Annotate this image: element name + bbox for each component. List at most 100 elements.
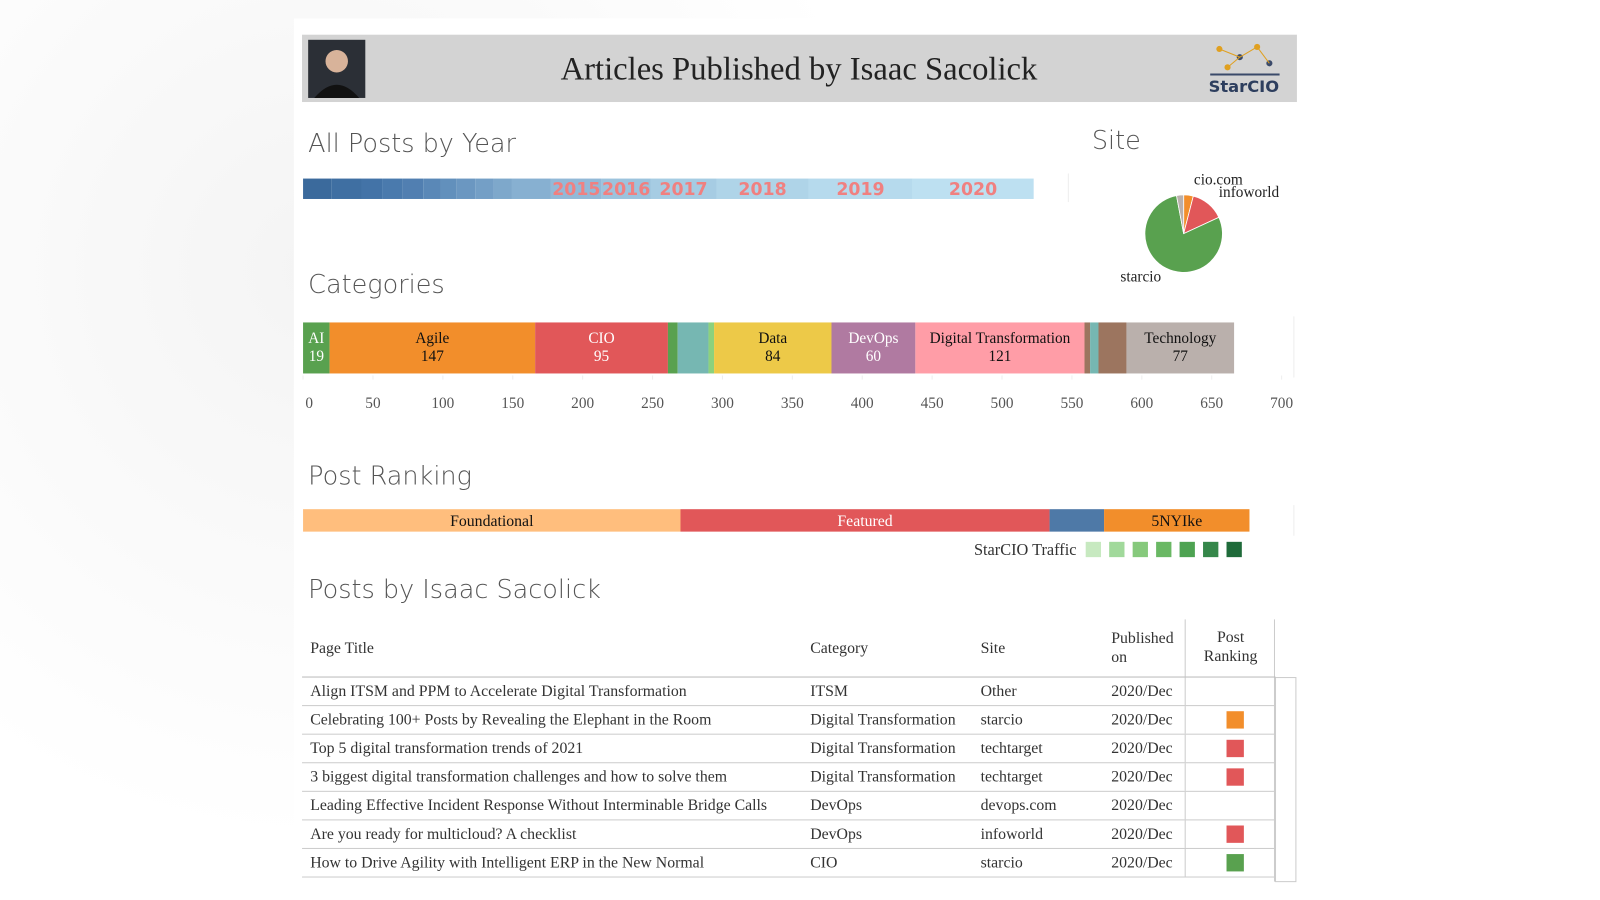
ranking-cell [1184,763,1276,791]
segment-value: 19 [309,348,325,365]
x-tick-label: 400 [851,395,874,412]
photo-face [325,49,348,73]
bar-segment [423,178,441,199]
segment-label: 2020 [949,180,997,200]
ranking-cell [1184,791,1276,820]
pie-label: infoworld [1219,184,1280,201]
x-tick-label: 500 [991,395,1014,412]
bar-segment [402,178,424,199]
x-tick-label: 250 [641,395,664,412]
header-bar [302,34,1297,103]
segment-label: CIO [588,330,614,347]
legend-title: StarCIO Traffic [974,540,1077,559]
pie-label: starcio [1120,269,1161,286]
cell: techtarget [980,767,1043,786]
cell: Top 5 digital transformation trends of 2… [310,739,584,757]
header-title: Articles Published by Isaac Sacolick [561,52,1038,88]
bar-segment [601,178,651,199]
cell: Other [980,682,1017,700]
segment-label: Digital Transformation [930,330,1071,347]
cell: 2020/Dec [1111,796,1173,814]
bar-segment [303,322,330,374]
cell: Leading Effective Incident Response With… [310,796,768,814]
segment-label: Featured [837,513,892,530]
pie-slice [1176,194,1185,234]
ranking-cell [1184,734,1276,763]
cell: Celebrating 100+ Posts by Revealing the … [310,710,712,729]
bar-segment [650,178,717,199]
cell: 2020/Dec [1111,682,1173,700]
segment-label: DevOps [848,330,898,347]
cell: DevOps [810,796,863,814]
bar-segment [303,178,332,199]
panel [293,18,1315,900]
bar-segment [1084,322,1091,374]
bar-segment [680,509,1050,532]
table-row: Top 5 digital transformation trends of 2… [302,734,1276,764]
segment-label: Foundational [450,513,534,530]
bar-segment [677,322,709,374]
section-title: Posts by Isaac Sacolick [308,575,601,605]
bar-segment [912,178,1034,199]
segment-value: 84 [765,348,781,365]
x-tick-label: 700 [1270,395,1293,412]
scrollbar[interactable] [1274,677,1297,883]
legend-swatch [1226,541,1242,558]
ranking-cell [1184,706,1276,734]
cell: 2020/Dec [1111,710,1173,729]
segment-value: 95 [594,348,610,365]
table-row: How to Drive Agility with Intelligent ER… [302,848,1276,878]
cell: Align ITSM and PPM to Accelerate Digital… [310,682,687,700]
table-header: Page Title Category Site Published on Post R… [302,619,1276,678]
x-tick-label: 150 [501,395,524,412]
legend-swatch [1085,541,1102,558]
legend-swatch [1156,541,1172,558]
cell: starcio [980,710,1023,729]
bar-segment [382,178,403,199]
bar-segment [1126,322,1235,374]
section-title: Post Ranking [308,462,472,492]
segment-label: Technology [1144,330,1216,347]
x-tick-label: 550 [1060,395,1083,412]
ranking-swatch [1226,739,1244,758]
cell: How to Drive Agility with Intelligent ER… [310,853,705,871]
segment-value: 147 [421,348,444,365]
photo-suit [314,84,360,98]
segment-label: Agile [415,330,449,347]
bar-segment [361,178,383,199]
header-cell: Post Ranking [1184,619,1276,677]
x-tick-label: 650 [1200,395,1223,412]
cell: techtarget [980,739,1043,757]
x-tick-label: 0 [305,395,313,412]
bar-segment [714,322,832,374]
ranking-cell [1184,848,1276,877]
bar-segment [550,178,602,199]
cell: Digital Transformation [810,710,956,729]
ranking-swatch [1226,825,1244,843]
segment-label: 5NYIke [1151,513,1202,530]
bar-segment [456,178,476,199]
cell: 2020/Dec [1111,739,1173,757]
cell: infoworld [980,824,1043,843]
header-cell: Page Title [310,639,374,657]
legend-swatch [1132,541,1148,558]
bar-segment [440,178,457,199]
segment-label: AI [308,330,324,347]
bar-segment [1090,322,1099,374]
cell: 2020/Dec [1111,853,1173,871]
table-row: Are you ready for multicloud? A checklis… [302,820,1276,849]
x-tick-label: 200 [571,395,594,412]
table-row: Align ITSM and PPM to Accelerate Digital… [302,677,1276,707]
segment-value: 60 [866,348,882,365]
legend-swatch [1109,541,1125,558]
cell: ITSM [810,682,849,700]
bar-segment [535,322,668,374]
bar-segment [1104,509,1250,532]
bar-segment [511,178,551,199]
bar-segment [915,322,1085,374]
table: Page Title Category Site Published on Post R… [302,619,1276,878]
ranking-swatch [1226,854,1244,872]
header-cell: Published on [1111,629,1174,667]
